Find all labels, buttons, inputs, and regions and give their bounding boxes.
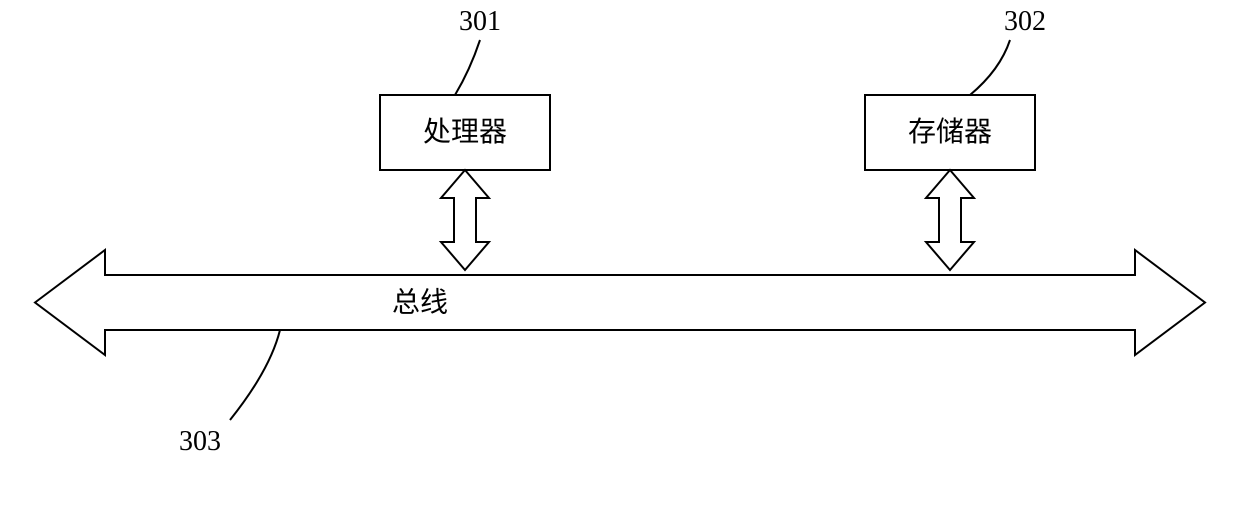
memory-leader-line xyxy=(970,40,1010,95)
bus-leader-line xyxy=(230,330,280,420)
bus-ref-number: 303 xyxy=(179,426,221,457)
processor-label: 处理器 xyxy=(423,116,507,148)
processor-bus-connector-icon xyxy=(441,170,489,270)
memory-bus-connector-icon xyxy=(926,170,974,270)
bus-arrow xyxy=(35,250,1205,355)
memory-ref-number: 302 xyxy=(1004,6,1046,37)
bus-label: 总线 xyxy=(392,287,448,319)
processor-ref-number: 301 xyxy=(459,6,501,37)
memory-label: 存储器 xyxy=(908,116,992,148)
processor-leader-line xyxy=(455,40,480,95)
